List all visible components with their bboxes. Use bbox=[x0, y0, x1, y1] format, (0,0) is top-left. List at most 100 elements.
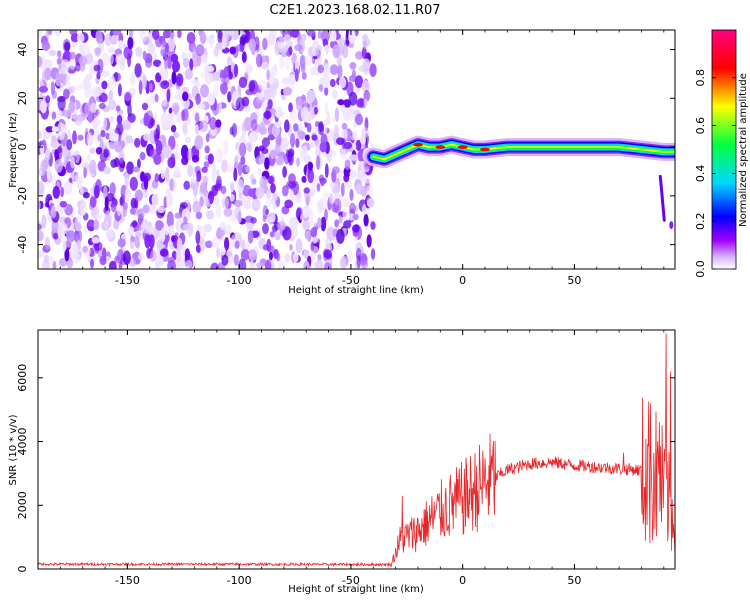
noise-speckle bbox=[181, 108, 189, 121]
noise-speckle bbox=[250, 119, 258, 131]
noise-speckle bbox=[261, 147, 269, 155]
noise-speckle bbox=[195, 124, 199, 135]
noise-speckle bbox=[336, 137, 345, 145]
noise-speckle bbox=[363, 90, 371, 102]
noise-speckle bbox=[316, 155, 320, 171]
noise-speckle bbox=[227, 163, 233, 173]
noise-speckle bbox=[243, 199, 252, 210]
noise-speckle bbox=[324, 44, 329, 53]
spectrogram-y-tick-label: 0 bbox=[16, 144, 29, 151]
noise-speckle bbox=[47, 255, 54, 264]
noise-speckle bbox=[69, 51, 76, 60]
noise-speckle bbox=[334, 107, 340, 122]
noise-region bbox=[38, 30, 377, 269]
noise-speckle bbox=[70, 85, 75, 94]
noise-speckle bbox=[320, 179, 325, 187]
noise-speckle bbox=[147, 42, 156, 55]
noise-speckle bbox=[143, 112, 150, 127]
spectrogram-y-tick-label: 40 bbox=[16, 43, 29, 57]
noise-speckle bbox=[85, 73, 93, 81]
noise-speckle bbox=[191, 79, 199, 86]
noise-speckle bbox=[127, 226, 135, 235]
signal-track-band bbox=[372, 143, 675, 161]
noise-speckle bbox=[44, 236, 50, 250]
noise-speckle bbox=[282, 87, 293, 96]
noise-speckle bbox=[296, 157, 300, 167]
snr-x-tick-label: 0 bbox=[459, 574, 466, 587]
noise-speckle bbox=[358, 170, 363, 178]
noise-speckle bbox=[196, 53, 202, 67]
spectrogram-x-axis-title: Height of straight line (km) bbox=[288, 285, 424, 296]
noise-speckle bbox=[153, 153, 162, 165]
noise-speckle bbox=[205, 210, 214, 220]
spectrogram-y-ticks: -40 -20 0 20 40 bbox=[16, 43, 675, 254]
noise-speckle bbox=[294, 195, 303, 204]
noise-speckle bbox=[118, 157, 125, 173]
noise-speckle bbox=[318, 122, 325, 136]
noise-speckle bbox=[176, 237, 183, 251]
noise-speckle bbox=[224, 30, 233, 41]
noise-speckle bbox=[324, 163, 329, 179]
spectrogram-x-tick-label: -100 bbox=[227, 274, 252, 287]
noise-speckle bbox=[196, 170, 202, 183]
noise-speckle bbox=[113, 218, 120, 230]
noise-speckle bbox=[277, 221, 287, 231]
noise-speckle bbox=[276, 252, 281, 262]
noise-speckle bbox=[338, 76, 347, 89]
noise-speckle bbox=[316, 51, 322, 66]
noise-speckle bbox=[274, 232, 281, 241]
noise-speckle bbox=[149, 117, 156, 127]
noise-speckle bbox=[55, 71, 61, 87]
signal-streak bbox=[658, 174, 666, 222]
noise-speckle bbox=[132, 220, 138, 228]
noise-speckle bbox=[276, 111, 281, 119]
noise-speckle bbox=[182, 86, 189, 94]
figure-title: C2E1.2023.168.02.11.R07 bbox=[269, 3, 440, 18]
noise-speckle bbox=[259, 176, 268, 189]
noise-speckle bbox=[349, 202, 356, 215]
noise-speckle bbox=[305, 230, 311, 240]
noise-speckle bbox=[50, 140, 60, 149]
noise-speckle bbox=[366, 234, 372, 248]
noise-speckle bbox=[223, 208, 233, 217]
noise-speckle bbox=[159, 248, 169, 257]
noise-speckle bbox=[163, 55, 169, 70]
noise-speckle bbox=[171, 70, 177, 85]
noise-speckle bbox=[354, 113, 364, 126]
noise-speckle bbox=[240, 239, 246, 251]
noise-speckle bbox=[97, 134, 102, 142]
noise-speckle bbox=[174, 212, 182, 219]
noise-speckle bbox=[38, 223, 43, 230]
noise-speckle bbox=[38, 130, 42, 139]
noise-speckle bbox=[344, 159, 351, 171]
noise-speckle bbox=[329, 64, 339, 75]
noise-speckle bbox=[111, 203, 117, 213]
noise-speckle bbox=[126, 161, 134, 175]
noise-speckle bbox=[87, 220, 94, 228]
noise-speckle bbox=[75, 61, 81, 72]
noise-speckle bbox=[108, 99, 117, 111]
noise-speckle bbox=[343, 173, 350, 183]
snr-y-axis-title: SNR (10 * v/v) bbox=[8, 414, 19, 485]
noise-speckle bbox=[178, 260, 186, 268]
noise-speckle bbox=[76, 179, 82, 190]
noise-speckle bbox=[351, 224, 360, 233]
noise-speckle bbox=[192, 201, 202, 213]
noise-speckle bbox=[270, 183, 276, 194]
noise-speckle bbox=[130, 236, 136, 243]
noise-speckle bbox=[234, 240, 240, 249]
noise-speckle bbox=[74, 216, 82, 232]
noise-speckle bbox=[117, 249, 124, 262]
noise-speckle bbox=[324, 208, 328, 222]
noise-speckle bbox=[143, 175, 149, 190]
noise-speckle bbox=[215, 203, 222, 219]
noise-speckle bbox=[355, 183, 362, 195]
noise-speckle bbox=[343, 220, 352, 229]
noise-speckle bbox=[322, 63, 331, 76]
noise-speckle bbox=[101, 70, 110, 78]
noise-speckle bbox=[122, 250, 131, 265]
noise-speckle bbox=[224, 224, 232, 236]
noise-speckle bbox=[366, 198, 375, 208]
noise-speckle bbox=[50, 81, 56, 95]
noise-speckle bbox=[174, 31, 178, 38]
